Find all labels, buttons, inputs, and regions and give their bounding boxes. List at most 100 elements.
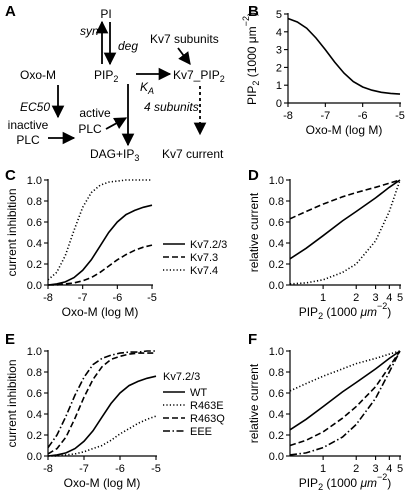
legend-label: Kv7.3 — [190, 252, 218, 264]
node-kv7-current: Kv7 current — [162, 147, 224, 161]
chart-b: 0 1 2 3 4 5 -8 -7 -6 -5 Oxo-M (log M) PIP2 (1000 μm… — [241, 9, 405, 137]
chart-d-x-tick-label: 5 — [397, 292, 403, 304]
chart-d-series-kv7-3 — [289, 179, 401, 220]
chart-b-series-0 — [287, 17, 401, 95]
chart-e-x-tick-label: -8 — [43, 463, 53, 475]
node-inactive-plc-line2: PLC — [16, 133, 40, 147]
chart-f-x-tick-label: 3 — [373, 463, 379, 475]
chart-e-x-tick-label: -6 — [115, 463, 125, 475]
chart-f-series-r463e — [289, 350, 401, 392]
chart-c: 0.0 0.2 0.4 0.6 0.8 1.0 -8 -7 -6 -5 Oxo-M (log M) c… — [5, 175, 227, 319]
label-ka: KA — [140, 80, 154, 96]
chart-d-y-tick-label: 0.4 — [269, 238, 284, 250]
chart-f-series-r463q — [289, 350, 401, 447]
chart-b-y-tick-label: 1 — [276, 80, 282, 92]
chart-d: 0.0 0.2 0.4 0.6 0.8 1.0 1 2 3 4 5 PIP2 (1000 μm−2) r… — [247, 175, 403, 321]
chart-e-series-wt — [47, 375, 157, 457]
legend-label: R463E — [190, 400, 224, 412]
chart-b-x-tick-label: -6 — [358, 110, 368, 122]
node-inactive-plc-line1: inactive — [8, 118, 49, 132]
chart-c-y-label: current inhibition — [5, 188, 19, 276]
chart-d-x-tick-label: 3 — [373, 292, 379, 304]
node-oxo-m: Oxo-M — [20, 68, 56, 82]
chart-e-y-tick-label: 0.4 — [27, 409, 42, 421]
chart-c-y-tick-label: 0.2 — [27, 259, 42, 271]
label-syn: syn — [80, 24, 99, 38]
legend-label: WT — [190, 387, 207, 399]
chart-f-y-label: relative current — [247, 363, 261, 443]
chart-f-y-tick-label: 0.4 — [269, 409, 284, 421]
chart-d-series-kv7-2-3 — [289, 179, 401, 260]
chart-e-legend-title: Kv7.2/3 — [163, 371, 200, 383]
chart-b-x-tick-label: -7 — [320, 110, 330, 122]
node-kv7-pip2: Kv7_PIP2 — [173, 68, 225, 84]
chart-d-x-tick-label: 4 — [386, 292, 392, 304]
chart-f-series-wt — [289, 350, 401, 431]
chart-e-y-label: current inhibition — [5, 359, 19, 447]
node-pi: PI — [100, 7, 111, 21]
chart-c-series-kv7-3 — [48, 244, 153, 286]
arrow-subunits — [177, 47, 191, 66]
scheme-diagram: PI syn deg PIP2 Oxo-M EC50 inactive PLC … — [8, 7, 225, 163]
chart-b-x-label: Oxo-M (log M) — [306, 123, 383, 137]
chart-c-series-kv7-2-3 — [47, 204, 153, 286]
legend-label: EEE — [190, 426, 212, 438]
arrow-plc-to-hydrolysis — [105, 117, 128, 130]
chart-f-y-tick-label: 1.0 — [269, 346, 284, 358]
chart-c-y-tick-label: 0.6 — [27, 217, 42, 229]
node-active-plc-line2: PLC — [78, 122, 102, 136]
legend-label: Kv7.2/3 — [190, 239, 227, 251]
panel-label-a: A — [5, 3, 16, 20]
chart-f-x-tick-label: 5 — [397, 463, 403, 475]
chart-b-y-tick-label: 5 — [276, 9, 282, 21]
panel-label-e: E — [5, 331, 15, 348]
chart-d-y-tick-label: 1.0 — [269, 175, 284, 187]
chart-c-x-tick-label: -7 — [78, 292, 88, 304]
chart-c-x-tick-label: -5 — [147, 292, 157, 304]
chart-f-x-tick-label: 2 — [353, 463, 359, 475]
panel-label-f: F — [248, 331, 257, 348]
chart-b-y-tick-label: 3 — [276, 45, 282, 57]
chart-c-x-tick-label: -6 — [112, 292, 122, 304]
chart-e-series-r463e — [48, 415, 157, 457]
node-active-plc-line1: active — [79, 106, 111, 120]
label-ec50: EC50 — [20, 100, 50, 114]
chart-c-y-tick-label: 0.4 — [27, 238, 42, 250]
chart-d-y-tick-label: 0.8 — [269, 196, 284, 208]
node-dag-ip3: DAG+IP3 — [90, 147, 139, 163]
chart-c-x-label: Oxo-M (log M) — [62, 305, 139, 319]
chart-e-x-tick-label: -7 — [79, 463, 89, 475]
chart-d-x-label: PIP2 (1000 μm−2) — [299, 301, 392, 321]
chart-c-x-tick-label: -8 — [43, 292, 53, 304]
legend-label: Kv7.4 — [190, 265, 218, 277]
node-pip2: PIP2 — [94, 68, 118, 84]
chart-d-y-tick-label: 0.0 — [269, 280, 284, 292]
chart-f-y-tick-label: 0.2 — [269, 430, 284, 442]
chart-c-y-tick-label: 1.0 — [27, 175, 42, 187]
node-kv7-subunits: Kv7 subunits — [150, 32, 219, 46]
chart-f-x-tick-label: 1 — [320, 463, 326, 475]
chart-b-x-tick-label: -8 — [283, 110, 293, 122]
panel-label-d: D — [248, 167, 259, 184]
chart-c-y-tick-label: 0.0 — [27, 280, 42, 292]
chart-e-y-tick-label: 0.2 — [27, 430, 42, 442]
chart-d-y-label: relative current — [247, 192, 261, 272]
chart-e-series-r463q — [47, 352, 156, 455]
chart-c-series-kv7-4 — [47, 179, 152, 281]
chart-f-x-label: PIP2 (1000 μm−2) — [299, 472, 392, 492]
chart-e-y-tick-label: 1.0 — [27, 346, 42, 358]
chart-e-x-tick-label: -5 — [151, 463, 161, 475]
chart-d-y-tick-label: 0.2 — [269, 259, 284, 271]
chart-c-y-tick-label: 0.8 — [27, 196, 42, 208]
chart-d-x-tick-label: 2 — [353, 292, 359, 304]
chart-b-y-label: PIP2 (1000 μm−2) — [241, 12, 261, 105]
label-deg: deg — [118, 39, 138, 53]
chart-e-series-eee — [47, 350, 156, 449]
chart-b-y-tick-label: 4 — [276, 27, 282, 39]
chart-e-y-tick-label: 0.8 — [27, 367, 42, 379]
chart-f-y-tick-label: 0.0 — [269, 451, 284, 463]
